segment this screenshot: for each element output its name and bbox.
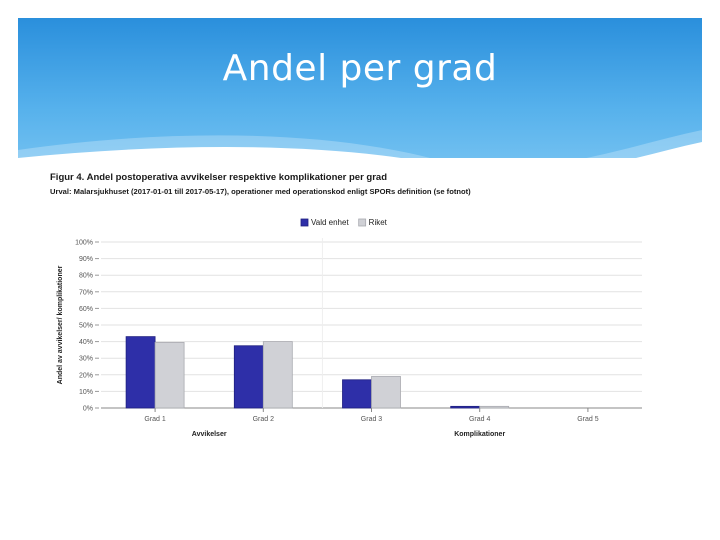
figure-title: Figur 4. Andel postoperativa avvikelser … [50,172,388,183]
bar-vald-enhet [342,379,372,409]
y-tick-label: 80% [79,273,93,280]
legend-label: Vald enhet [311,218,349,227]
group-label-avvikelser: Avvikelser [192,431,227,438]
y-tick-label: 30% [79,356,93,363]
y-axis-title: Andel av avvikelser/ komplikationer [57,265,64,384]
slide-title: Andel per grad [222,48,498,89]
bar-riket [154,342,185,409]
y-tick-label: 20% [79,372,93,379]
bar-riket [479,405,510,409]
y-tick-label: 40% [79,339,93,346]
y-tick-label: 60% [79,306,93,313]
figure-card: 0% 10% 20% 30% 40% 50% 60% 70% 80% 90% 100% Grad 1 G… [45,158,685,448]
legend-swatch [358,218,367,227]
y-tick-label: 90% [79,256,93,263]
bar-vald-enhet [233,345,264,409]
y-tick-label: 10% [79,389,93,396]
bar-chart: 0% 10% 20% 30% 40% 50% 60% 70% 80% 90% 100% Grad 1 G… [57,218,642,438]
legend-label: Riket [369,218,388,227]
x-tick-label: Grad 5 [577,416,599,423]
bar-vald-enhet [125,336,156,409]
y-tick-label: 0% [83,406,93,413]
legend-swatch [300,218,309,227]
x-tick-label: Grad 1 [144,416,166,423]
x-tick-label: Grad 4 [469,416,491,423]
group-label-komplikationer: Komplikationer [454,431,505,438]
x-tick-label: Grad 3 [361,416,383,423]
bar-vald-enhet [450,405,481,409]
bar-riket [262,341,293,409]
y-tick-label: 100% [75,240,93,247]
y-tick-label: 70% [79,289,93,296]
x-tick-label: Grad 2 [253,416,275,423]
bar-riket [371,376,401,409]
figure-subtitle: Urval: Malarsjukhuset (2017-01-01 till 2… [50,187,471,196]
y-tick-label: 50% [79,323,93,330]
